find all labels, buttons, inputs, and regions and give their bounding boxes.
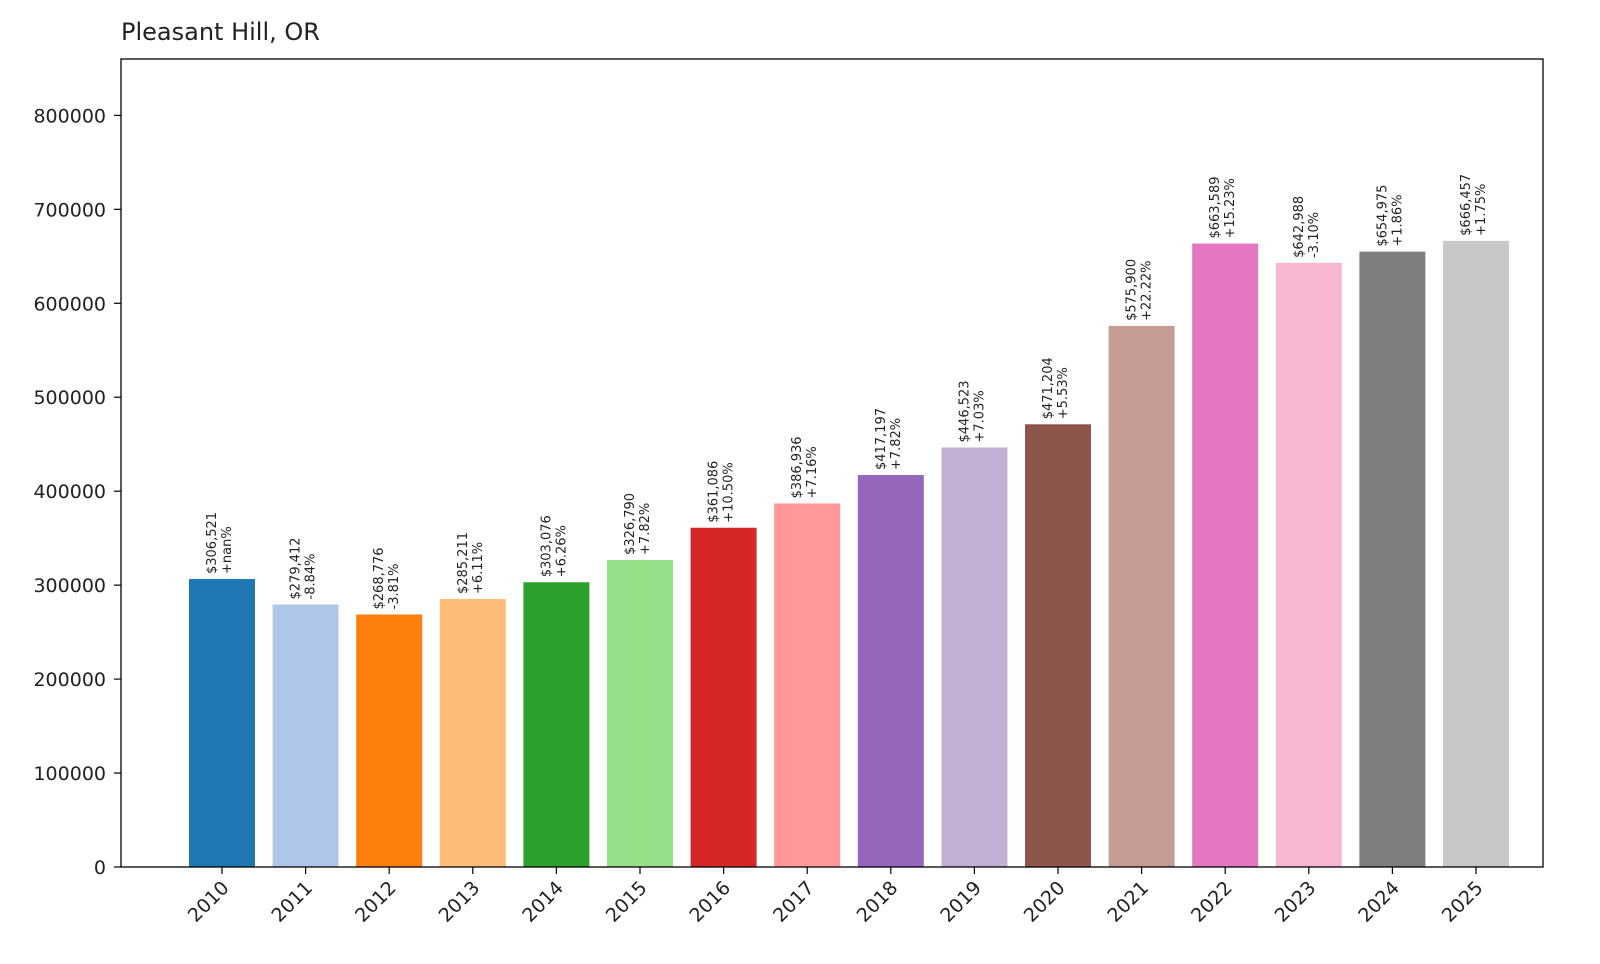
x-tick-label: 2014 [518, 877, 568, 927]
x-tick-label: 2020 [1020, 877, 1070, 927]
bar-value-label: $285,211 [456, 532, 471, 594]
y-tick-label: 400000 [33, 481, 106, 503]
bar-2022 [1192, 243, 1259, 868]
bar-change-label: +1.86% [1390, 194, 1405, 246]
x-tick-label: 2010 [184, 877, 234, 927]
bar-2011 [272, 604, 339, 867]
chart-title: Pleasant Hill, OR [121, 18, 320, 46]
x-tick-label: 2015 [602, 877, 652, 927]
x-tick-label: 2013 [435, 877, 485, 927]
x-tick-label: 2024 [1354, 877, 1404, 927]
y-tick-label: 700000 [33, 199, 106, 221]
bar-value-label: $361,086 [707, 461, 722, 523]
bar-2025 [1443, 240, 1509, 867]
bar-change-label: -8.84% [304, 553, 319, 599]
bar-value-label: $666,457 [1459, 174, 1474, 236]
bar-change-label: +7.82% [889, 418, 904, 470]
y-tick-label: 200000 [33, 669, 106, 691]
bar-value-label: $663,589 [1208, 177, 1223, 239]
bar-change-label: -3.81% [387, 563, 402, 609]
bar-value-label: $654,975 [1375, 185, 1390, 247]
y-tick-label: 100000 [33, 763, 106, 785]
plot-frame [120, 58, 1544, 868]
bar-2014 [523, 582, 590, 867]
y-tick-label: 600000 [33, 293, 106, 315]
x-tick-label: 2019 [936, 877, 986, 927]
x-tick-label: 2017 [769, 877, 819, 927]
bar-value-label: $306,521 [205, 512, 220, 574]
bar-change-label: +22.22% [1140, 260, 1155, 320]
x-tick-label: 2021 [1103, 877, 1153, 927]
x-tick-label: 2023 [1271, 877, 1321, 927]
bar-2020 [1025, 424, 1091, 867]
bar-change-label: +1.75% [1474, 184, 1489, 236]
bar-value-label: $446,523 [957, 380, 972, 442]
bar-2024 [1359, 251, 1426, 867]
bar-value-label: $471,204 [1041, 357, 1056, 419]
bar-change-label: +15.23% [1223, 178, 1238, 238]
bar-value-label: $642,988 [1292, 196, 1307, 258]
bar-2023 [1275, 262, 1342, 867]
bar-2013 [439, 599, 506, 867]
bar-2016 [690, 527, 757, 867]
bar-change-label: +7.03% [972, 390, 987, 442]
x-tick-label: 2018 [853, 877, 903, 927]
x-tick-label: 2025 [1438, 877, 1488, 927]
bar-2018 [857, 475, 924, 867]
x-tick-label: 2016 [685, 877, 735, 927]
bar-value-label: $268,776 [372, 547, 387, 609]
bar-change-label: +7.16% [805, 446, 820, 498]
bar-2010 [189, 579, 255, 867]
x-tick-label: 2012 [351, 877, 401, 927]
bar-change-label: +10.50% [722, 462, 737, 522]
bar-change-label: +6.26% [554, 525, 569, 577]
bar-2019 [941, 447, 1008, 867]
y-tick-label: 800000 [33, 105, 106, 127]
bar-value-label: $417,197 [874, 408, 889, 470]
bar-value-label: $386,936 [790, 436, 805, 498]
bar-change-label: +7.82% [638, 503, 653, 555]
y-tick-label: 500000 [33, 387, 106, 409]
y-tick-label: 0 [94, 857, 106, 879]
y-tick-label: 300000 [33, 575, 106, 597]
bar-2012 [356, 614, 423, 867]
bar-value-label: $303,076 [539, 515, 554, 577]
bar-value-label: $575,900 [1125, 259, 1140, 321]
bar-2015 [607, 559, 673, 867]
x-tick-label: 2011 [267, 877, 317, 927]
bar-2017 [774, 503, 841, 867]
bar-value-label: $279,412 [289, 537, 304, 599]
bar-change-label: +5.53% [1056, 367, 1071, 419]
bar-2021 [1108, 325, 1175, 867]
bar-value-label: $326,790 [623, 493, 638, 555]
bar-change-label: +6.11% [471, 542, 486, 594]
bar-change-label: -3.10% [1307, 212, 1322, 258]
x-tick-label: 2022 [1187, 877, 1237, 927]
bar-change-label: +nan% [220, 526, 235, 574]
